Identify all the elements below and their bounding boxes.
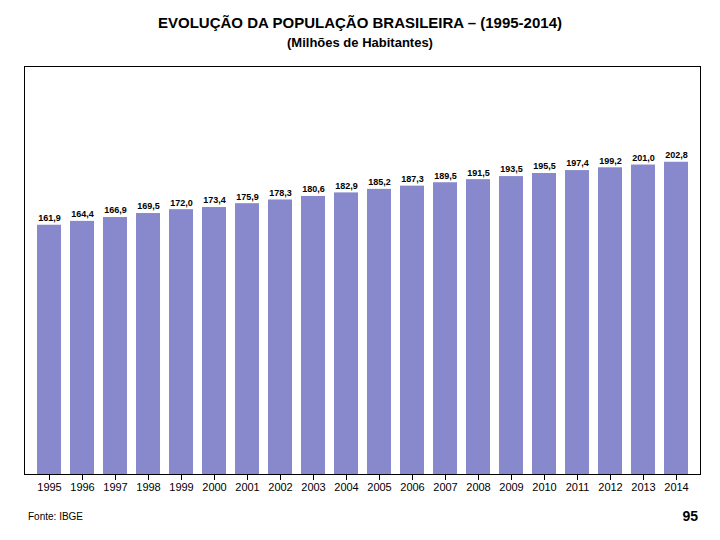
- svg-text:1996: 1996: [70, 481, 94, 493]
- svg-text:175,9: 175,9: [236, 192, 259, 202]
- svg-text:2001: 2001: [235, 481, 259, 493]
- svg-text:1997: 1997: [103, 481, 127, 493]
- svg-text:2000: 2000: [202, 481, 226, 493]
- svg-text:191,5: 191,5: [467, 168, 490, 178]
- svg-text:195,5: 195,5: [533, 161, 556, 171]
- svg-text:2014: 2014: [664, 481, 688, 493]
- svg-text:2009: 2009: [499, 481, 523, 493]
- svg-text:187,3: 187,3: [401, 174, 424, 184]
- html-text:Fonte: IBGE: Fonte: IBGE: [28, 510, 83, 522]
- svg-text:178,3: 178,3: [269, 188, 292, 198]
- svg-text:166,9: 166,9: [104, 205, 127, 215]
- svg-text:201,0: 201,0: [632, 153, 655, 163]
- svg-text:2013: 2013: [631, 481, 655, 493]
- svg-text:2003: 2003: [301, 481, 325, 493]
- svg-text:2011: 2011: [566, 481, 590, 493]
- svg-text:172,0: 172,0: [170, 198, 193, 208]
- svg-text:173,4: 173,4: [203, 195, 226, 205]
- html-text:95: 95: [682, 508, 698, 524]
- svg-text:169,5: 169,5: [137, 201, 160, 211]
- html-text:(Milhões de Habitantes): (Milhões de Habitantes): [287, 35, 433, 50]
- svg-text:2002: 2002: [268, 481, 292, 493]
- svg-text:161,9: 161,9: [38, 213, 61, 223]
- svg-text:1995: 1995: [37, 481, 61, 493]
- svg-text:164,4: 164,4: [71, 209, 94, 219]
- svg-text:197,4: 197,4: [566, 158, 589, 168]
- svg-text:193,5: 193,5: [500, 164, 523, 174]
- svg-text:2006: 2006: [400, 481, 424, 493]
- svg-text:202,8: 202,8: [665, 150, 688, 160]
- svg-text:1998: 1998: [136, 481, 160, 493]
- svg-text:2008: 2008: [466, 481, 490, 493]
- svg-text:189,5: 189,5: [434, 171, 457, 181]
- svg-text:2007: 2007: [433, 481, 457, 493]
- svg-text:182,9: 182,9: [335, 181, 358, 191]
- svg-text:199,2: 199,2: [599, 156, 622, 166]
- svg-text:2010: 2010: [532, 481, 556, 493]
- svg-text:2005: 2005: [367, 481, 391, 493]
- html-text:EVOLUÇÃO DA POPULAÇÃO BRASILEI: EVOLUÇÃO DA POPULAÇÃO BRASILEIRA – (1995…: [158, 14, 562, 31]
- svg-text:2004: 2004: [334, 481, 358, 493]
- svg-text:185,2: 185,2: [368, 177, 391, 187]
- svg-text:1999: 1999: [169, 481, 193, 493]
- svg-text:2012: 2012: [598, 481, 622, 493]
- svg-text:180,6: 180,6: [302, 184, 325, 194]
